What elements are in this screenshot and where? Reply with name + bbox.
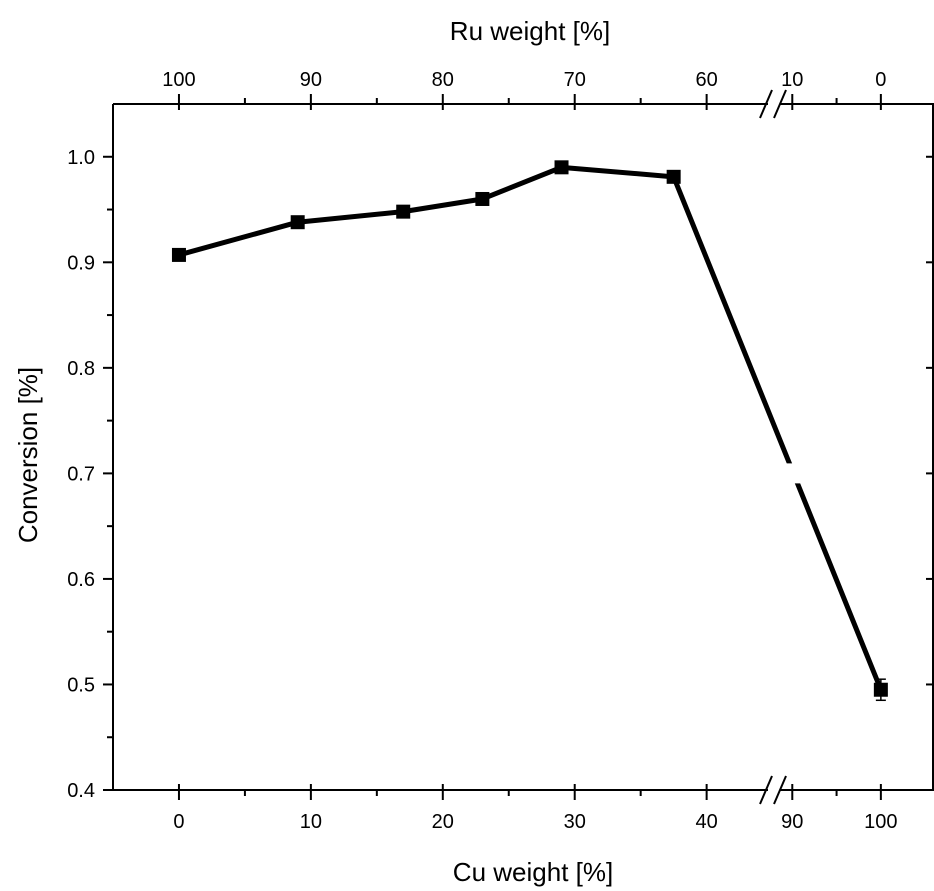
data-series [172, 160, 888, 700]
x-tick-label: 90 [781, 811, 803, 833]
plot-frame [113, 90, 934, 804]
x-tick-label: 100 [864, 811, 897, 833]
y-tick-label: 0.6 [67, 569, 95, 591]
x2-tick-label: 70 [564, 69, 586, 91]
x2-tick-label: 60 [696, 69, 718, 91]
axis-ticks [103, 94, 933, 800]
x2-tick-label: 80 [432, 69, 454, 91]
data-point [555, 160, 569, 174]
x-tick-label: 20 [432, 811, 454, 833]
series-line [179, 167, 881, 689]
line-break-gap [786, 463, 810, 483]
x-tick-label: 0 [173, 811, 184, 833]
x-tick-label: 40 [696, 811, 718, 833]
x2-tick-label: 100 [162, 69, 195, 91]
x2-tick-label: 0 [875, 69, 886, 91]
data-point [475, 192, 489, 206]
x-tick-label: 10 [300, 811, 322, 833]
data-point [172, 248, 186, 262]
y-tick-label: 0.4 [67, 780, 95, 802]
data-point [667, 170, 681, 184]
y-tick-label: 1.0 [67, 147, 95, 169]
data-point [396, 205, 410, 219]
y-axis-title: Conversion [%] [13, 367, 43, 543]
x-tick-label: 30 [564, 811, 586, 833]
y-tick-label: 0.7 [67, 463, 95, 485]
x2-tick-label: 90 [300, 69, 322, 91]
x2-axis-title: Ru weight [%] [450, 16, 610, 46]
data-point [291, 215, 305, 229]
y-tick-label: 0.8 [67, 358, 95, 380]
y-tick-label: 0.9 [67, 252, 95, 274]
data-point [874, 683, 888, 697]
tick-labels: 0 100 10 90 20 80 30 70 40 60 90 10 100 0 0.4 0.5 0.6 0.7… [67, 69, 897, 833]
x-axis-title: Cu weight [%] [453, 857, 613, 887]
x2-tick-label: 10 [781, 69, 803, 91]
y-tick-label: 0.5 [67, 674, 95, 696]
